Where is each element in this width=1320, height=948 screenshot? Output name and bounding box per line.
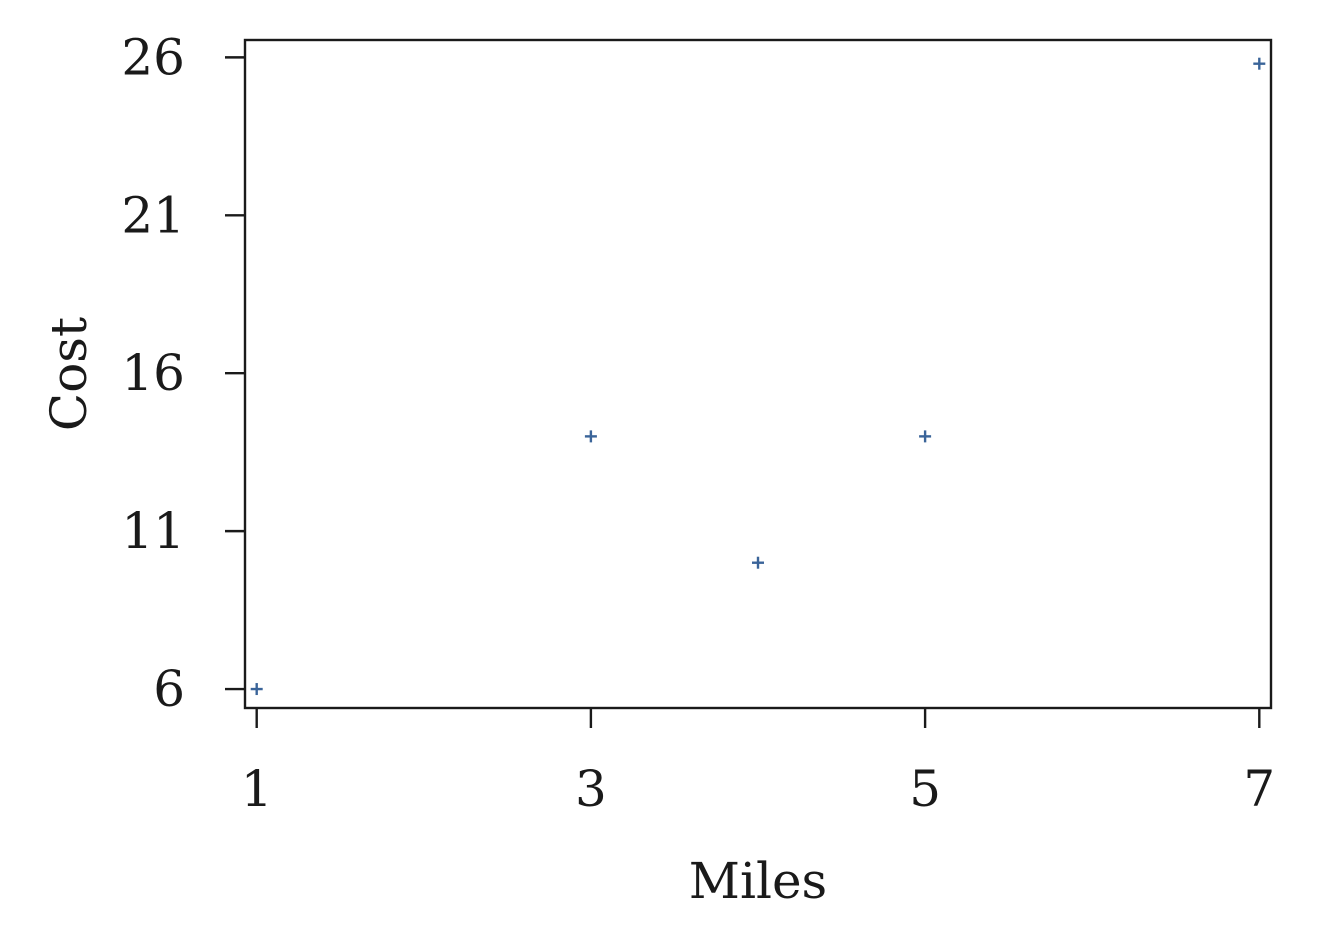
y-tick-label: 16 [121,344,185,402]
data-point [250,683,263,696]
x-axis-label: Miles [689,852,827,910]
data-point [919,430,932,443]
data-point [1253,57,1266,70]
y-axis-label: Cost [40,317,98,431]
y-tick-label: 26 [121,28,185,86]
y-tick-label: 21 [121,186,185,244]
data-point [584,430,597,443]
x-tick-label: 5 [909,760,941,818]
x-tick-label: 3 [575,760,607,818]
x-tick-label: 7 [1243,760,1275,818]
data-point [752,556,764,569]
y-tick-label: 6 [153,660,185,718]
y-axis-ticks: 6 11 16 21 26 [121,28,245,718]
x-axis-ticks: 1 3 5 7 [241,708,1275,818]
x-tick-label: 1 [241,760,273,818]
plot-frame [243,38,1273,710]
data-points [250,57,1266,696]
y-tick-label: 11 [121,502,185,560]
